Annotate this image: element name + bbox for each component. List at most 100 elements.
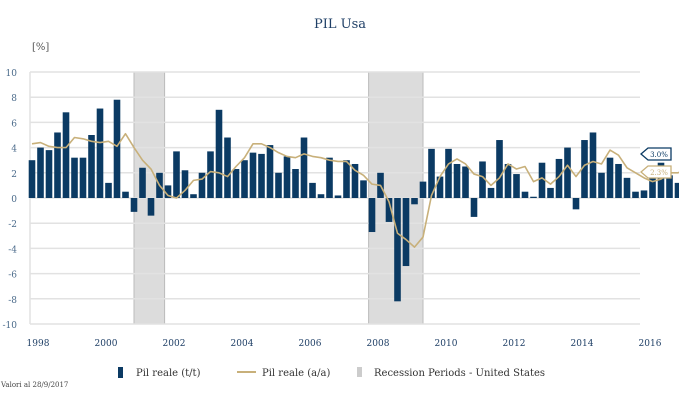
bar: [241, 160, 248, 198]
bar: [79, 157, 87, 198]
x-tick-label: 2008: [367, 339, 390, 349]
bar: [632, 191, 639, 198]
bar: [173, 151, 180, 198]
bar: [198, 172, 206, 198]
bar: [572, 198, 580, 210]
bar: [436, 176, 444, 198]
bar: [190, 194, 197, 198]
bar: [122, 191, 129, 198]
bar: [45, 150, 53, 198]
legend-swatch-recession: [357, 367, 362, 377]
bar: [445, 148, 452, 198]
bar: [300, 137, 308, 198]
bar: [224, 137, 231, 198]
bar: [402, 198, 410, 267]
bar: [504, 163, 512, 198]
bar: [538, 162, 546, 198]
x-tick-label: 2004: [231, 339, 254, 349]
bar: [326, 157, 333, 198]
bar: [275, 172, 282, 198]
end-value-labels: 3.0% 2.3%: [640, 147, 672, 179]
bar: [28, 160, 36, 198]
legend-label-recession: Recession Periods - United States: [374, 368, 545, 379]
bar: [649, 170, 656, 198]
bar: [334, 195, 342, 198]
bar: [453, 163, 461, 198]
bar: [581, 140, 588, 198]
bar: [88, 135, 95, 198]
bar: [317, 194, 325, 198]
bar: [479, 161, 486, 198]
x-tick-label: 2012: [503, 339, 526, 349]
end-label-text: 2.3%: [650, 169, 668, 177]
bar-series: [28, 99, 679, 302]
bar: [666, 175, 673, 198]
bar: [496, 140, 503, 198]
bar: [139, 167, 146, 198]
bar: [564, 147, 571, 198]
y-tick-label: 6: [11, 119, 17, 129]
bar: [394, 198, 401, 302]
y-tick-label: -6: [8, 271, 17, 281]
bar: [164, 185, 172, 198]
bar: [521, 191, 529, 198]
bar: [411, 198, 418, 205]
bar: [368, 198, 376, 233]
y-tick-label: 10: [6, 69, 18, 79]
bar: [147, 198, 155, 216]
bar: [351, 163, 359, 198]
x-tick-label: 2006: [299, 339, 322, 349]
y-tick-label: 0: [11, 195, 17, 205]
legend-label-bar: Pil reale (t/t): [136, 368, 201, 379]
chart-title: PIL Usa: [314, 17, 366, 32]
y-tick-label: 8: [11, 94, 17, 104]
bar: [292, 169, 299, 198]
line-series: [31, 132, 679, 248]
legend-swatch-bar: [118, 367, 123, 378]
end-label-tag: [640, 165, 672, 179]
bar: [547, 187, 554, 198]
y-tick-label: -4: [8, 245, 17, 255]
y-tick-label: -8: [8, 296, 17, 306]
bar: [309, 182, 316, 198]
bar: [428, 148, 435, 198]
x-tick-label: 2002: [163, 339, 186, 349]
bar: [113, 99, 121, 198]
bar: [555, 158, 563, 198]
bar: [258, 153, 265, 198]
bar: [615, 163, 622, 198]
bar: [657, 162, 665, 198]
footnote: Valori al 28/9/2017: [0, 381, 68, 389]
bar: [623, 177, 631, 198]
bar: [207, 151, 214, 198]
y-tick-labels: 10 8 6 4 2 0 -2 -4 -6 -8 -10: [3, 69, 18, 331]
bar: [640, 190, 648, 198]
y-tick-label: -10: [3, 321, 18, 331]
x-tick-label: 2014: [571, 339, 594, 349]
bar: [606, 157, 614, 198]
x-tick-label: 2016: [639, 339, 662, 349]
end-label-text: 3.0%: [650, 151, 668, 159]
bar: [71, 157, 78, 198]
legend: Pil reale (t/t) Pil reale (a/a) Recessio…: [118, 367, 545, 379]
bar: [513, 174, 520, 198]
x-tick-label: 1998: [27, 339, 50, 349]
bar: [249, 152, 257, 198]
bar: [130, 198, 138, 212]
bar: [360, 180, 367, 198]
legend-label-line: Pil reale (a/a): [262, 368, 330, 379]
end-label-tag: [640, 147, 672, 161]
bar: [598, 172, 605, 198]
bar: [419, 181, 427, 198]
x-tick-label: 2000: [95, 339, 118, 349]
bar: [266, 145, 274, 198]
y-tick-label: -2: [8, 220, 17, 230]
yoy-line: [31, 132, 679, 248]
y-tick-label: 4: [11, 145, 17, 155]
bar: [105, 182, 112, 198]
y-axis-label: [%]: [32, 42, 49, 53]
x-tick-labels: 1998 2000 2002 2004 2006 2008 2010 2012 2014 2016: [27, 339, 662, 349]
bar: [674, 182, 679, 198]
bar: [589, 132, 597, 198]
bar: [54, 132, 61, 198]
